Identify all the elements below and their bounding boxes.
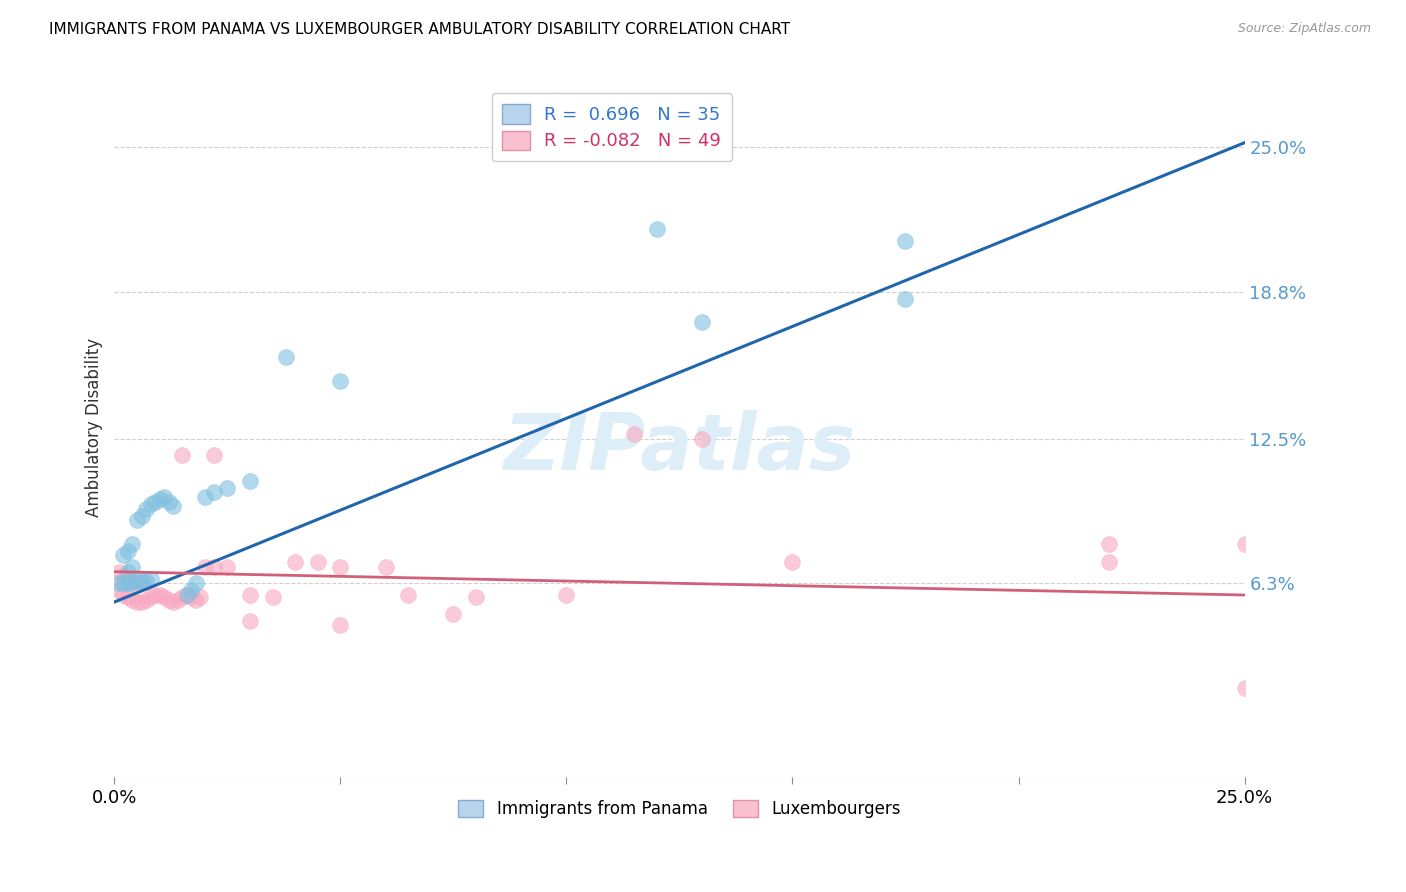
Point (465, 591, 488, 605)
Point (125, 576, 148, 591)
Point (121, 574, 143, 588)
Point (329, 560, 352, 574)
Point (217, 560, 239, 574)
Point (117, 543, 139, 558)
Point (217, 481, 239, 495)
Point (555, 588, 578, 602)
Point (153, 591, 176, 605)
Point (172, 448, 194, 462)
Point (157, 592, 180, 607)
Point (112, 588, 135, 602)
Point (202, 560, 225, 574)
Point (157, 495, 180, 509)
Point (117, 572, 139, 586)
Text: ZIPatlas: ZIPatlas (503, 410, 856, 486)
Point (184, 576, 207, 591)
Point (184, 592, 207, 607)
Point (329, 618, 352, 632)
Point (239, 474, 262, 488)
Point (117, 591, 139, 605)
Point (112, 576, 135, 591)
Point (180, 583, 202, 598)
Point (121, 560, 143, 574)
Point (135, 592, 157, 607)
Point (1098, 537, 1121, 551)
Point (149, 588, 172, 602)
Point (121, 537, 143, 551)
Point (645, 222, 668, 236)
Point (112, 549, 135, 563)
Point (276, 350, 298, 364)
Point (143, 495, 166, 509)
Point (139, 497, 162, 511)
Point (117, 576, 139, 591)
Text: Source: ZipAtlas.com: Source: ZipAtlas.com (1237, 22, 1371, 36)
Point (623, 427, 645, 442)
Point (108, 583, 131, 598)
Point (125, 574, 148, 588)
Point (374, 560, 396, 574)
Text: IMMIGRANTS FROM PANAMA VS LUXEMBOURGER AMBULATORY DISABILITY CORRELATION CHART: IMMIGRANTS FROM PANAMA VS LUXEMBOURGER A… (49, 22, 790, 37)
Point (690, 315, 713, 329)
Point (443, 607, 465, 621)
Point (125, 595, 148, 609)
Point (782, 555, 804, 569)
Point (188, 591, 211, 605)
Point (307, 555, 329, 569)
Point (262, 591, 284, 605)
Point (894, 234, 917, 248)
Point (149, 492, 172, 507)
Point (112, 569, 135, 583)
Point (690, 432, 713, 446)
Point (139, 572, 162, 586)
Point (135, 501, 157, 516)
Point (117, 565, 139, 579)
Point (131, 595, 153, 609)
Point (125, 513, 148, 527)
Point (396, 588, 419, 602)
Point (202, 485, 225, 500)
Point (166, 592, 188, 607)
Legend: Immigrants from Panama, Luxembourgers: Immigrants from Panama, Luxembourgers (451, 793, 907, 824)
Point (162, 500, 184, 514)
Point (108, 576, 131, 591)
Point (172, 591, 194, 605)
Point (1233, 537, 1256, 551)
Point (1233, 681, 1256, 696)
Point (194, 490, 217, 504)
Point (180, 591, 202, 605)
Point (329, 374, 352, 388)
Y-axis label: Ambulatory Disability: Ambulatory Disability (86, 337, 103, 516)
Point (202, 448, 225, 462)
Point (131, 508, 153, 523)
Point (176, 588, 198, 602)
Point (135, 574, 157, 588)
Point (121, 576, 143, 591)
Point (143, 588, 166, 602)
Point (131, 574, 153, 588)
Point (139, 591, 162, 605)
Point (239, 614, 262, 628)
Point (1098, 555, 1121, 569)
Point (131, 576, 153, 591)
Point (194, 560, 217, 574)
Point (239, 588, 262, 602)
Point (108, 565, 131, 579)
Point (153, 490, 176, 504)
Point (162, 595, 184, 609)
Point (121, 592, 143, 607)
Point (894, 292, 917, 306)
Point (284, 555, 307, 569)
Point (176, 588, 198, 602)
